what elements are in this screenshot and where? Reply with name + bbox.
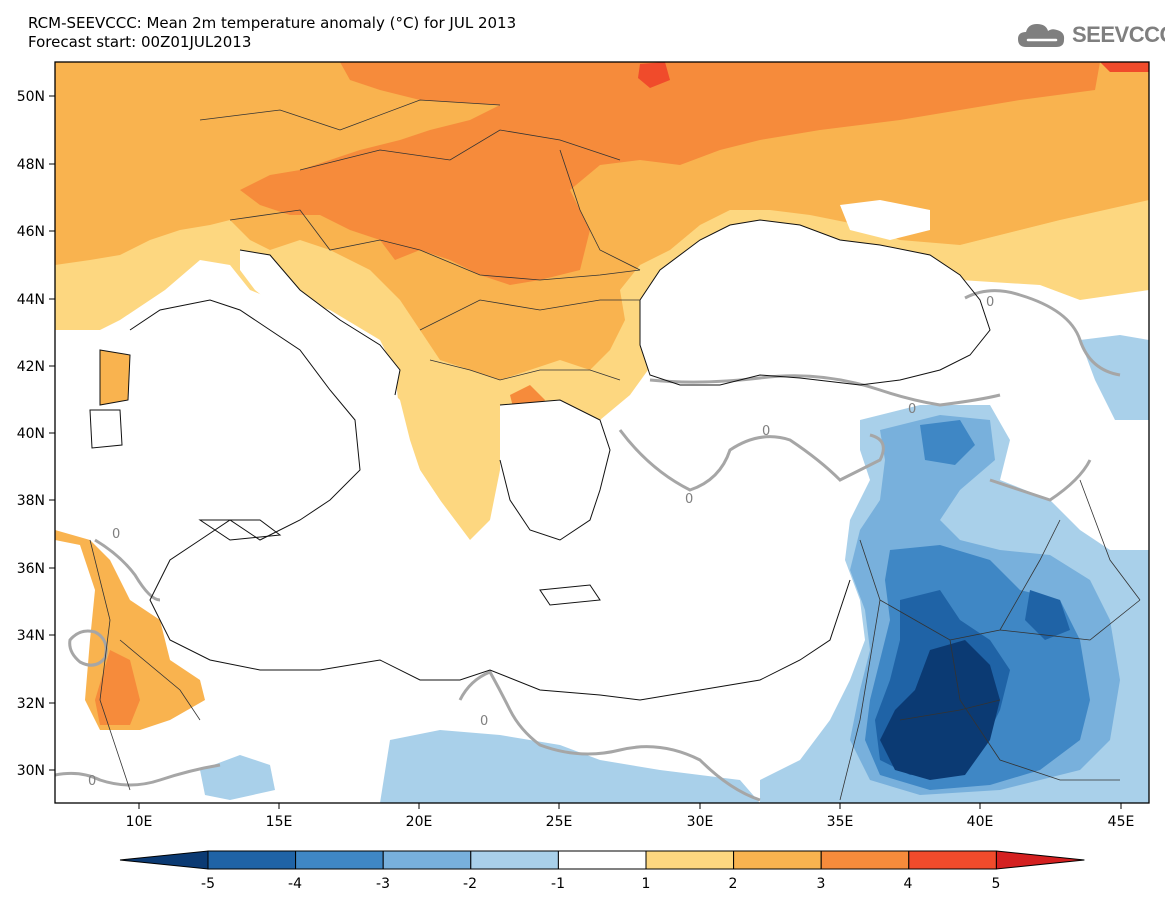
lon-label-45e: 45E <box>1108 814 1135 830</box>
anomaly-minus-3-4-north <box>920 420 975 465</box>
lat-label-40n: 40N <box>17 426 45 442</box>
anomaly-3-4-region-2 <box>95 650 140 725</box>
lat-label-48n: 48N <box>17 157 45 173</box>
colorbar-label-2: 2 <box>729 876 738 892</box>
colorbar-label-5: 5 <box>992 876 1001 892</box>
colorbar-segment <box>645 850 735 870</box>
anomaly-minus-1-2-south <box>380 730 760 803</box>
coastlines <box>89 219 991 701</box>
contour-label-1: 0 <box>986 295 994 310</box>
lat-label-38n: 38N <box>17 493 45 509</box>
lon-label-30e: 30E <box>687 814 714 830</box>
colorbar-segment <box>207 850 297 870</box>
colorbar-segment <box>382 850 472 870</box>
aegean-sea <box>500 400 610 540</box>
lon-label-35e: 35E <box>827 814 854 830</box>
anomaly-minus-4-5-east <box>1025 590 1070 640</box>
contour-label-3: 0 <box>762 424 770 439</box>
colorbar-label-minus-3: -3 <box>376 876 390 892</box>
anomaly-4-5-hotspot-1 <box>638 62 670 88</box>
contour-label-5: 0 <box>480 714 488 729</box>
lat-label-32n: 32N <box>17 696 45 712</box>
lon-label-40e: 40E <box>967 814 994 830</box>
lat-label-34n: 34N <box>17 628 45 644</box>
colorbar-segment <box>470 850 559 870</box>
latitude-axis <box>49 95 55 771</box>
colorbar-segments <box>119 850 1085 870</box>
anomaly-below-minus-5-region <box>880 640 1000 780</box>
seevccc-logo: SEEVCCC <box>1016 20 1165 50</box>
colorbar-labels: -5 -4 -3 -2 -1 1 2 3 4 5 <box>201 876 1000 892</box>
cloud-icon <box>1018 24 1065 47</box>
colorbar-segment <box>908 850 997 870</box>
colorbar-arrow-high <box>995 850 1085 870</box>
logo-text: SEEVCCC <box>1072 22 1165 47</box>
contour-labels: 0 0 0 0 0 0 0 <box>88 295 994 789</box>
colorbar-segment <box>820 850 910 870</box>
anomaly-3-4-region <box>240 62 1100 285</box>
lon-label-10e: 10E <box>126 814 153 830</box>
adriatic-sea <box>240 250 400 395</box>
colorbar-arrow-low <box>119 850 209 870</box>
colorbar: -5 -4 -3 -2 -1 1 2 3 4 5 <box>119 850 1085 892</box>
latitude-labels: 50N 48N 46N 44N 42N 40N 38N 36N 34N 32N … <box>17 89 45 779</box>
lon-label-15e: 15E <box>266 814 293 830</box>
contour-label-2: 0 <box>908 402 916 417</box>
anomaly-4-5-hotspot-2 <box>1100 62 1149 72</box>
longitude-axis <box>138 803 1122 809</box>
map-fields: 0 0 0 0 0 0 0 <box>55 62 1149 803</box>
colorbar-label-4: 4 <box>904 876 913 892</box>
lon-label-20e: 20E <box>406 814 433 830</box>
colorbar-label-1: 1 <box>642 876 651 892</box>
lat-label-46n: 46N <box>17 224 45 240</box>
anomaly-2-3-islands <box>100 350 130 405</box>
title-line-1: RCM-SEEVCCC: Mean 2m temperature anomaly… <box>28 14 517 32</box>
azov-sea <box>840 200 930 240</box>
contour-label-6: 0 <box>88 774 96 789</box>
title-line-2: Forecast start: 00Z01JUL2013 <box>28 33 252 51</box>
colorbar-label-minus-1: -1 <box>551 876 565 892</box>
colorbar-segment <box>557 850 647 870</box>
colorbar-label-3: 3 <box>817 876 826 892</box>
contour-label-4: 0 <box>685 492 693 507</box>
lat-label-30n: 30N <box>17 763 45 779</box>
map-title: RCM-SEEVCCC: Mean 2m temperature anomaly… <box>28 14 516 52</box>
colorbar-segment <box>295 850 384 870</box>
anomaly-2-3-region <box>55 62 1149 380</box>
country-borders <box>89 99 1141 801</box>
colorbar-label-minus-5: -5 <box>201 876 215 892</box>
lat-label-44n: 44N <box>17 292 45 308</box>
anomaly-minus-1-2-ne <box>1080 335 1149 420</box>
colorbar-segment <box>733 850 822 870</box>
zero-contours <box>55 289 1121 802</box>
lon-label-25e: 25E <box>546 814 573 830</box>
black-sea <box>640 220 990 385</box>
mediterranean-sea <box>130 300 850 700</box>
longitude-labels: 10E 15E 20E 25E 30E 35E 40E 45E <box>126 814 1135 830</box>
colorbar-label-minus-2: -2 <box>463 876 477 892</box>
lat-label-42n: 42N <box>17 359 45 375</box>
lat-label-50n: 50N <box>17 89 45 105</box>
lat-label-36n: 36N <box>17 561 45 577</box>
colorbar-label-minus-4: -4 <box>288 876 302 892</box>
contour-label-7: 0 <box>112 527 120 542</box>
